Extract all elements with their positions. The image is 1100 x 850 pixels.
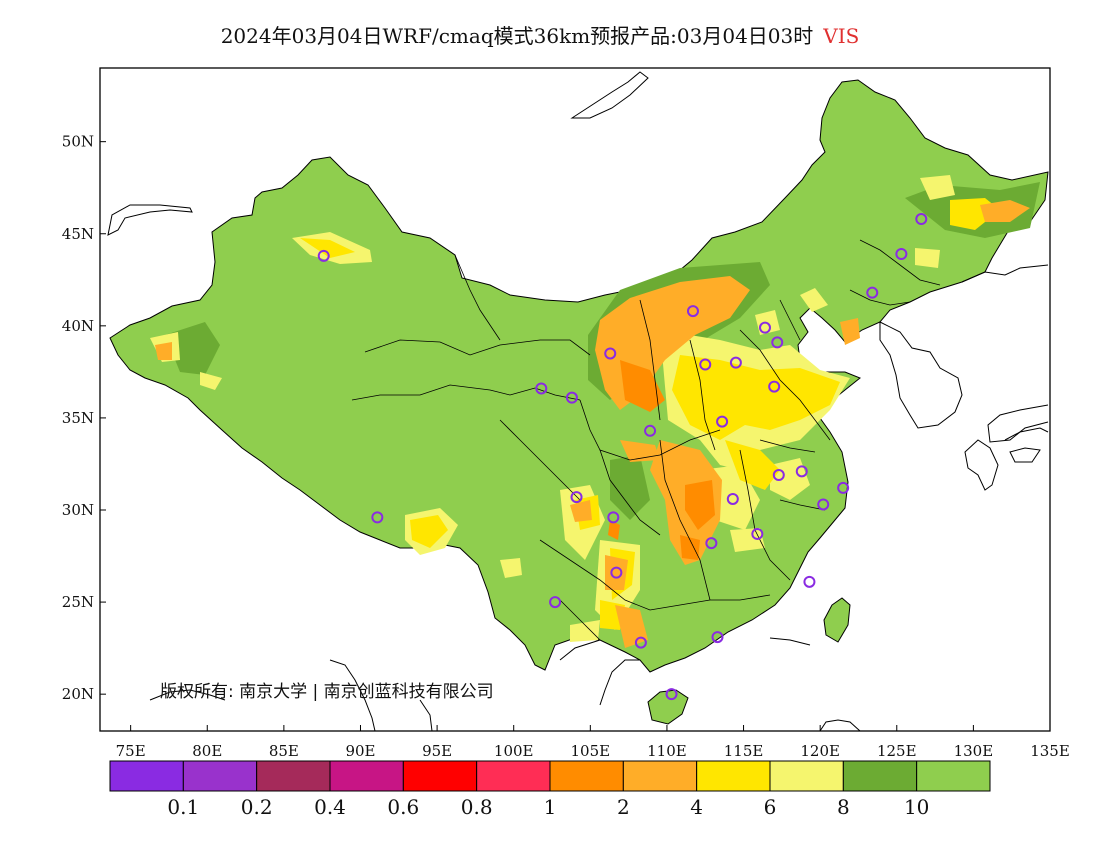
lon-tick-label: 125E: [877, 742, 917, 760]
legend-swatch: [916, 760, 991, 792]
lon-tick-label: 105E: [571, 742, 611, 760]
lon-tick-label: 75E: [116, 742, 146, 760]
legend-swatch: [696, 760, 771, 792]
station-marker: [317, 249, 330, 262]
lat-tick-label: 20N: [62, 685, 94, 703]
station-marker: [610, 566, 623, 579]
station-marker: [535, 382, 548, 395]
station-marker: [726, 492, 739, 505]
title-text: 2024年03月04日WRF/cmaq模式36km预报产品:03月04日03时: [220, 24, 814, 48]
legend-label: 1: [544, 795, 557, 819]
lon-tick-label: 130E: [954, 742, 994, 760]
coastlines: [107, 71, 1049, 731]
station-marker: [716, 415, 729, 428]
legend-label: 0.2: [241, 795, 273, 819]
map-frame: [99, 67, 1051, 732]
legend: 0.1 0.2 0.4 0.6 0.8 1 2 4 6 8 10: [109, 760, 991, 819]
station-marker: [607, 511, 620, 524]
lon-tick-label: 90E: [345, 742, 375, 760]
station-marker: [771, 336, 784, 349]
lat-tick-label: 45N: [62, 225, 94, 243]
legend-swatch: [182, 760, 258, 792]
station-marker: [549, 596, 562, 609]
vis-1-2-zones: [608, 360, 715, 560]
china-territory: [109, 79, 1049, 673]
legend-label: 8: [837, 795, 850, 819]
lat-tick-label: 25N: [62, 593, 94, 611]
station-markers: [317, 213, 928, 701]
station-marker: [866, 286, 879, 299]
legend-label: 4: [690, 795, 703, 819]
longitude-axis: 75E 80E 85E 90E 95E 100E 105E 110E 115E 120E 125E 1…: [116, 725, 1070, 760]
legend-swatch: [402, 760, 478, 792]
map-title: 2024年03月04日WRF/cmaq模式36km预报产品:03月04日03时 V…: [0, 20, 1080, 49]
lat-tick-label: 35N: [62, 409, 94, 427]
station-marker: [565, 391, 578, 404]
lon-tick-label: 80E: [192, 742, 222, 760]
station-marker: [795, 465, 808, 478]
lon-tick-label: 115E: [724, 742, 764, 760]
lon-tick-label: 85E: [269, 742, 299, 760]
legend-swatch: [329, 760, 404, 792]
lon-tick-label: 135E: [1030, 742, 1070, 760]
lon-tick-label: 95E: [422, 742, 452, 760]
map-content: [107, 71, 1049, 731]
lat-tick-label: 50N: [62, 133, 94, 151]
station-marker: [751, 527, 764, 540]
taiwan-island: [823, 597, 851, 643]
legend-label: 0.4: [314, 795, 346, 819]
legend-swatch: [842, 760, 918, 792]
legend-swatch: [109, 760, 184, 792]
lon-tick-label: 120E: [800, 742, 840, 760]
station-marker: [665, 688, 678, 701]
legend-label: 0.6: [387, 795, 419, 819]
station-marker: [705, 537, 718, 550]
station-marker: [711, 631, 724, 644]
station-marker: [644, 424, 657, 437]
legend-label: 0.8: [461, 795, 493, 819]
lon-tick-label: 110E: [647, 742, 687, 760]
lon-tick-label: 100E: [494, 742, 534, 760]
legend-swatch: [476, 760, 551, 792]
legend-swatch: [256, 760, 331, 792]
station-marker: [895, 248, 908, 261]
legend-label: 2: [617, 795, 630, 819]
station-marker: [915, 213, 928, 226]
latitude-axis: 50N 45N 40N 35N 30N 25N 20N: [62, 133, 106, 703]
station-marker: [759, 321, 771, 334]
station-marker: [772, 469, 785, 482]
station-marker: [729, 356, 742, 369]
lat-tick-label: 30N: [62, 501, 94, 519]
station-marker: [371, 511, 384, 524]
legend-label: 6: [764, 795, 777, 819]
station-marker: [803, 575, 816, 588]
legend-swatch: [549, 760, 624, 792]
legend-swatch: [622, 760, 698, 792]
title-variable: VIS: [823, 24, 860, 48]
legend-label: 10: [904, 795, 929, 819]
station-marker: [837, 481, 850, 494]
station-marker: [699, 358, 712, 371]
station-marker: [817, 498, 830, 511]
lat-tick-label: 40N: [62, 317, 94, 335]
station-marker: [768, 380, 781, 393]
station-marker: [570, 491, 583, 504]
station-marker: [604, 347, 617, 360]
province-boundaries: [351, 239, 941, 641]
station-marker: [634, 636, 647, 649]
legend-swatch: [769, 760, 844, 792]
station-marker: [686, 305, 699, 318]
hainan-island: [647, 689, 689, 725]
copyright-text: 版权所有: 南京大学 | 南京创蓝科技有限公司: [160, 682, 494, 702]
legend-label: 0.1: [167, 795, 199, 819]
